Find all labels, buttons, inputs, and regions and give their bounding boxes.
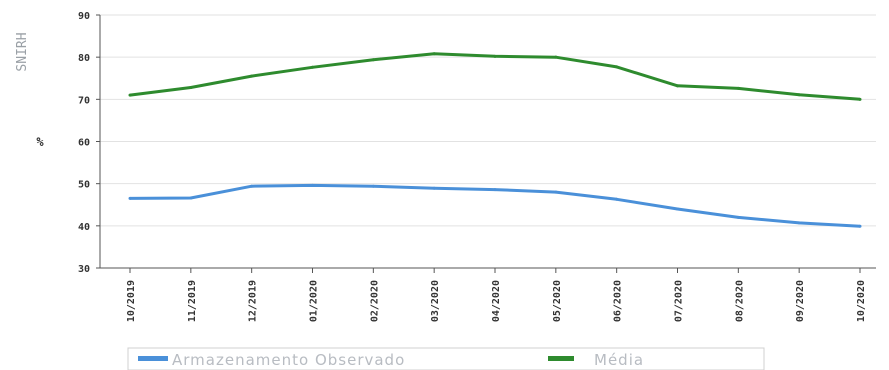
series-1-point-4 [371,58,375,62]
ytick-label-30: 30 [78,264,90,275]
ytick-label-40: 40 [78,222,90,233]
xtick-label-10/2019: 10/2019 [126,280,137,322]
ytick-label-60: 60 [78,138,90,149]
series-0-point-7 [554,190,558,194]
xtick-label-12/2019: 12/2019 [248,280,259,322]
series-1-point-1 [189,86,193,90]
ytick-label-90: 90 [78,11,90,22]
axes [99,15,876,273]
ytick-label-70: 70 [78,95,90,106]
series-0-point-11 [797,221,801,225]
xtick-label-04/2020: 04/2020 [491,280,502,322]
series-0-point-6 [493,188,497,192]
series-0-point-2 [250,184,254,188]
y-axis-label: % [36,135,44,149]
y-tick-labels: 30 40 50 60 70 80 90 [78,11,90,275]
xtick-label-11/2019: 11/2019 [187,280,198,322]
legend-label-media: Média [594,351,644,369]
series-1-point-12 [858,97,862,101]
series [128,52,862,228]
series-1-point-0 [128,93,132,97]
xtick-label-02/2020: 02/2020 [369,280,380,322]
xtick-label-05/2020: 05/2020 [552,280,563,322]
series-1-point-8 [615,65,619,69]
xtick-label-08/2020: 08/2020 [734,280,745,322]
series-0-point-12 [858,224,862,228]
series-0-point-5 [432,186,436,190]
legend-label-armazenamento: Armazenamento Observado [172,351,405,369]
series-0-point-9 [676,207,679,211]
legend: Armazenamento Observado Média [127,347,765,370]
series-1-point-2 [250,74,254,78]
series-1-point-11 [797,93,801,97]
series-0-point-4 [371,184,375,188]
watermark-snirh: SNIRH [15,32,30,71]
series-line-0 [129,183,861,228]
xtick-label-01/2020: 01/2020 [309,280,320,322]
legend-swatch-armazenamento [138,356,168,361]
series-0-point-3 [311,183,314,187]
x-tick-labels: 10/2019 11/2019 12/2019 01/2020 02/2020 03/20… [126,280,867,322]
xtick-label-07/2020: 07/2020 [674,280,685,322]
xtick-label-10/2020: 10/2020 [856,280,867,322]
series-1-point-7 [554,55,558,59]
series-1-point-5 [432,52,436,56]
grid [96,14,876,269]
series-line-1 [129,52,861,101]
series-0-point-10 [736,215,740,219]
series-1-point-9 [676,84,679,88]
series-0-point-0 [128,196,132,200]
legend-box [127,347,765,370]
series-1-point-10 [736,86,740,90]
legend-swatch-media [548,356,574,361]
xtick-label-06/2020: 06/2020 [613,280,624,322]
ytick-label-50: 50 [78,180,90,191]
series-0-point-8 [615,197,619,201]
xtick-label-03/2020: 03/2020 [430,280,441,322]
xtick-label-09/2020: 09/2020 [795,280,806,322]
ytick-label-80: 80 [78,53,90,64]
series-1-point-3 [311,65,314,69]
series-1-point-6 [493,54,497,58]
series-0-point-1 [189,196,193,200]
